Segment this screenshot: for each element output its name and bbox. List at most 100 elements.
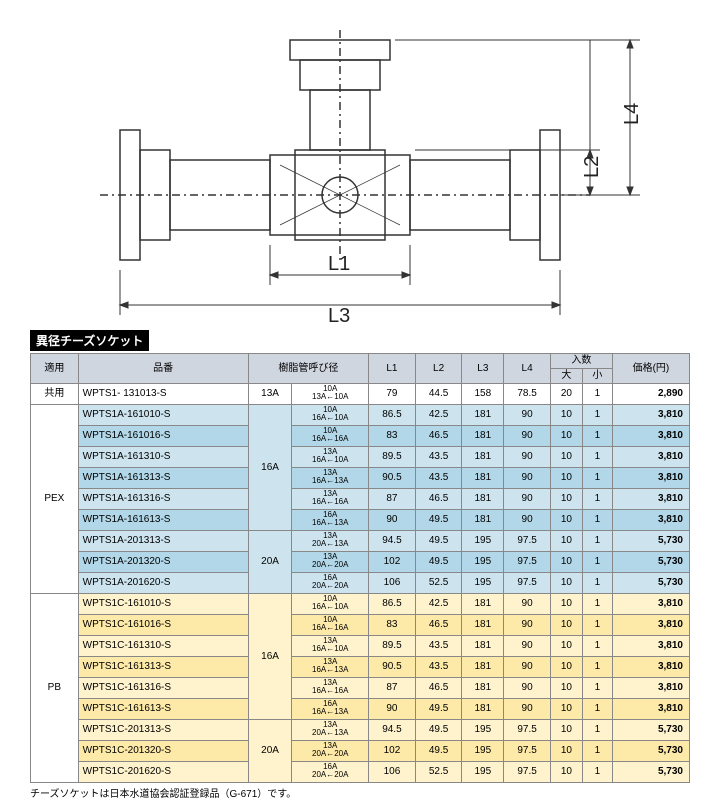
cell-L1: 90: [369, 510, 416, 531]
cell-partnumber: WPTS1A-161010-S: [78, 405, 248, 426]
cell-qs: 1: [582, 531, 612, 552]
cell-qs: 1: [582, 594, 612, 615]
cell-ql: 10: [550, 594, 582, 615]
cell-L3: 195: [462, 552, 504, 573]
cell-qs: 1: [582, 447, 612, 468]
cell-dia-sub: 10A16A←10A: [292, 405, 369, 426]
cell-price: 5,730: [612, 573, 689, 594]
cell-L2: 49.5: [415, 531, 462, 552]
cell-L4: 90: [504, 405, 551, 426]
cell-L2: 46.5: [415, 615, 462, 636]
cell-L3: 181: [462, 426, 504, 447]
cell-qs: 1: [582, 678, 612, 699]
cell-qs: 1: [582, 720, 612, 741]
cell-qs: 1: [582, 405, 612, 426]
cell-dia-main: 16A: [248, 594, 292, 720]
cell-L3: 181: [462, 510, 504, 531]
cell-price: 3,810: [612, 405, 689, 426]
cell-L2: 43.5: [415, 447, 462, 468]
cell-L4: 78.5: [504, 384, 551, 405]
cell-qs: 1: [582, 741, 612, 762]
cell-L2: 49.5: [415, 552, 462, 573]
table-title: 異径チーズソケット: [30, 330, 149, 351]
cell-L2: 49.5: [415, 720, 462, 741]
cell-dia-sub: 13A16A←10A: [292, 636, 369, 657]
cell-dia-sub: 13A16A←13A: [292, 657, 369, 678]
cell-dia-sub: 13A16A←16A: [292, 678, 369, 699]
cell-L2: 49.5: [415, 741, 462, 762]
col-qty-l: 大: [550, 369, 582, 384]
cell-L3: 181: [462, 447, 504, 468]
cell-dia-sub: 13A16A←13A: [292, 468, 369, 489]
cell-dia-main: 13A: [248, 384, 292, 405]
cell-L3: 181: [462, 489, 504, 510]
cell-L2: 43.5: [415, 657, 462, 678]
cell-L4: 90: [504, 468, 551, 489]
cell-price: 3,810: [612, 489, 689, 510]
cell-L3: 195: [462, 531, 504, 552]
cell-qs: 1: [582, 384, 612, 405]
cell-qs: 1: [582, 615, 612, 636]
cell-category: 共用: [31, 384, 79, 405]
table-row: WPTS1A-201313-S20A13A20A←13A94.549.51959…: [31, 531, 690, 552]
table-row: PBWPTS1C-161010-S16A10A16A←10A86.542.518…: [31, 594, 690, 615]
spec-table: 適用 品番 樹脂管呼び径 L1 L2 L3 L4 入数 価格(円) 大 小 共用…: [30, 353, 690, 783]
cell-price: 5,730: [612, 762, 689, 783]
cell-L3: 181: [462, 657, 504, 678]
table-row: WPTS1A-161310-S13A16A←10A89.543.51819010…: [31, 447, 690, 468]
cell-L3: 195: [462, 741, 504, 762]
cell-L1: 102: [369, 552, 416, 573]
table-row: WPTS1A-161613-S16A16A←13A9049.5181901013…: [31, 510, 690, 531]
cell-L1: 106: [369, 573, 416, 594]
col-dia: 樹脂管呼び径: [248, 354, 368, 384]
cell-L1: 89.5: [369, 447, 416, 468]
cell-category: PB: [31, 594, 79, 783]
col-l2: L2: [415, 354, 462, 384]
table-row: WPTS1A-161316-S13A16A←16A8746.5181901013…: [31, 489, 690, 510]
cell-qs: 1: [582, 510, 612, 531]
table-row: WPTS1A-161016-S10A16A←16A8346.5181901013…: [31, 426, 690, 447]
cell-dia-sub: 10A13A←10A: [292, 384, 369, 405]
cell-qs: 1: [582, 552, 612, 573]
cell-ql: 10: [550, 510, 582, 531]
cell-price: 3,810: [612, 699, 689, 720]
cell-qs: 1: [582, 699, 612, 720]
col-price: 価格(円): [612, 354, 689, 384]
cell-price: 5,730: [612, 531, 689, 552]
cell-dia-main: 20A: [248, 531, 292, 594]
cell-L1: 94.5: [369, 531, 416, 552]
cell-ql: 10: [550, 405, 582, 426]
cell-price: 3,810: [612, 636, 689, 657]
cell-L4: 90: [504, 678, 551, 699]
table-row: WPTS1C-161316-S13A16A←16A8746.5181901013…: [31, 678, 690, 699]
cell-L2: 42.5: [415, 405, 462, 426]
cell-dia-sub: 16A16A←13A: [292, 510, 369, 531]
cell-L3: 158: [462, 384, 504, 405]
cell-dia-sub: 13A20A←13A: [292, 531, 369, 552]
cell-qs: 1: [582, 489, 612, 510]
cell-L3: 181: [462, 636, 504, 657]
cell-ql: 10: [550, 552, 582, 573]
cell-price: 3,810: [612, 615, 689, 636]
cell-ql: 10: [550, 489, 582, 510]
col-qty: 入数: [550, 354, 612, 369]
dim-label-l2: L2: [581, 156, 603, 178]
cell-ql: 20: [550, 384, 582, 405]
cell-partnumber: WPTS1A-201620-S: [78, 573, 248, 594]
cell-dia-sub: 13A20A←20A: [292, 552, 369, 573]
cell-L4: 90: [504, 510, 551, 531]
cell-price: 5,730: [612, 741, 689, 762]
cell-ql: 10: [550, 615, 582, 636]
table-row: WPTS1A-201620-S16A20A←20A10652.519597.51…: [31, 573, 690, 594]
cell-L2: 46.5: [415, 678, 462, 699]
cell-L2: 49.5: [415, 510, 462, 531]
table-row: WPTS1C-201620-S16A20A←20A10652.519597.51…: [31, 762, 690, 783]
cell-ql: 10: [550, 678, 582, 699]
cell-L4: 97.5: [504, 552, 551, 573]
cell-L3: 195: [462, 762, 504, 783]
cell-price: 3,810: [612, 510, 689, 531]
cell-ql: 10: [550, 657, 582, 678]
cell-L1: 90.5: [369, 468, 416, 489]
cell-price: 5,730: [612, 720, 689, 741]
cell-partnumber: WPTS1C-161310-S: [78, 636, 248, 657]
